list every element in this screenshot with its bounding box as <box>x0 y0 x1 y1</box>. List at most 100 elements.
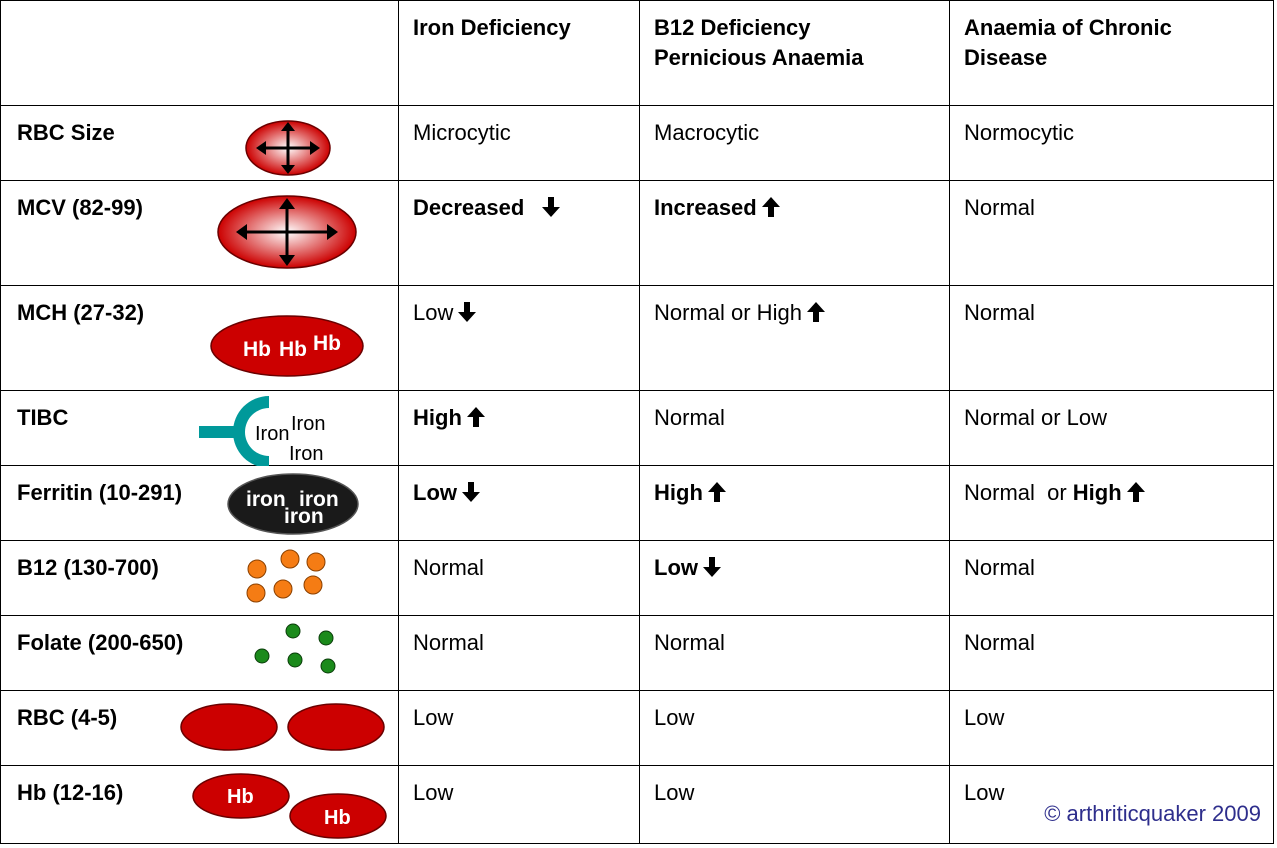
header-corner-cell <box>0 0 399 106</box>
cell-value: Normal or High <box>654 300 802 325</box>
cell-chronic: Normal or Low <box>949 390 1274 466</box>
cell-value: Low <box>964 780 1005 805</box>
cell-value: Normal or Low <box>964 405 1108 430</box>
cell-value: Normal <box>964 300 1035 325</box>
cell-iron: High <box>398 390 640 466</box>
table-row-hb: Hb (12-16) Hb Hb Low Low Low © arthritic… <box>0 765 1274 844</box>
arrow-up-icon <box>761 197 780 217</box>
row-label-cell: Hb (12-16) Hb Hb <box>0 765 399 844</box>
cell-iron: Low <box>398 285 640 391</box>
cell-b12: Normal or High <box>639 285 950 391</box>
cell-value: High <box>654 480 703 505</box>
cell-iron: Normal <box>398 540 640 616</box>
table-row-mch: MCH (27-32) Hb Hb Hb Low Normal or High … <box>0 285 1274 391</box>
cell-value: Low <box>413 780 454 805</box>
cell-value: Normal <box>654 630 725 655</box>
row-label: Hb (12-16) <box>17 780 124 805</box>
cell-value: Low <box>654 705 695 730</box>
arrow-up-icon <box>707 482 726 502</box>
header-b12-deficiency: B12 Deficiency Pernicious Anaemia <box>639 0 950 106</box>
cell-value: Increased <box>654 195 757 220</box>
arrow-up-icon <box>466 407 485 427</box>
cell-chronic: Low <box>949 690 1274 766</box>
cell-value: Low <box>964 705 1005 730</box>
cell-iron: Low <box>398 465 640 541</box>
row-label-cell: Ferritin (10-291) iron iron iron <box>0 465 399 541</box>
iron-label: Iron <box>289 443 323 465</box>
cell-chronic: Low © arthriticquaker 2009 <box>949 765 1274 844</box>
cell-value: Low <box>413 705 454 730</box>
cell-iron: Normal <box>398 615 640 691</box>
iron-label: Iron <box>291 413 325 435</box>
header-iron-deficiency: Iron Deficiency <box>398 0 640 106</box>
hb-label: Hb <box>279 338 307 361</box>
cell-value-emphasis: High <box>1072 480 1122 505</box>
iron-label: Iron <box>255 423 289 445</box>
row-label-cell: MCH (27-32) Hb Hb Hb <box>0 285 399 391</box>
arrow-down-icon <box>703 557 721 577</box>
row-label: Ferritin (10-291) <box>17 480 183 505</box>
row-label: RBC (4-5) <box>17 705 118 730</box>
arrow-down-icon <box>458 302 477 322</box>
arrow-up-icon <box>806 302 825 322</box>
cell-iron: Low <box>398 690 640 766</box>
cell-b12: Low <box>639 690 950 766</box>
hb-label: Hb <box>227 786 254 808</box>
cell-value: Normal or <box>964 480 1073 505</box>
table-row-ferritin: Ferritin (10-291) iron iron iron Low Hig… <box>0 465 1274 541</box>
cell-value: Normal <box>413 555 484 580</box>
arrow-down-icon <box>541 197 560 217</box>
cell-chronic: Normal <box>949 180 1274 286</box>
cell-value: Normal <box>964 555 1035 580</box>
table-row-folate: Folate (200-650) Normal Normal Normal <box>0 615 1274 691</box>
row-label: B12 (130-700) <box>17 555 159 580</box>
iron-label: iron <box>299 488 339 511</box>
cell-b12: Normal <box>639 390 950 466</box>
cell-b12: Increased <box>639 180 950 286</box>
cell-value: Microcytic <box>413 120 511 145</box>
table-row-mcv: MCV (82-99) Decreased Increased Normal <box>0 180 1274 286</box>
haemoglobin-cell-icon: Hb Hb Hb <box>210 315 364 377</box>
iron-label: iron <box>284 505 324 528</box>
table-row-tibc: TIBC Iron Iron Iron High Normal Normal o… <box>0 390 1274 466</box>
cell-value: Low <box>413 480 457 505</box>
cell-value: Low <box>654 555 698 580</box>
transferrin-icon: Iron Iron Iron <box>199 396 325 466</box>
cell-value: Normal <box>654 405 725 430</box>
row-label: Folate (200-650) <box>17 630 184 655</box>
row-label-cell: B12 (130-700) <box>0 540 399 616</box>
hb-label: Hb <box>243 338 271 361</box>
cell-b12: Macrocytic <box>639 105 950 181</box>
column-title: B12 Deficiency Pernicious Anaemia <box>654 15 864 70</box>
iron-label: iron <box>246 488 286 511</box>
cell-b12: High <box>639 465 950 541</box>
cell-value: Normal <box>964 195 1035 220</box>
cell-b12: Normal <box>639 615 950 691</box>
cell-chronic: Normal or High <box>949 465 1274 541</box>
cell-chronic: Normocytic <box>949 105 1274 181</box>
row-label-cell: Folate (200-650) <box>0 615 399 691</box>
row-label-cell: MCV (82-99) <box>0 180 399 286</box>
cell-chronic: Normal <box>949 540 1274 616</box>
table-row-b12: B12 (130-700) Normal Low Normal <box>0 540 1274 616</box>
cell-value: Normal <box>413 630 484 655</box>
row-label-cell: RBC (4-5) <box>0 690 399 766</box>
hb-label: Hb <box>324 807 351 829</box>
cell-iron: Low <box>398 765 640 844</box>
row-label: RBC Size <box>17 120 115 145</box>
header-chronic-disease: Anaemia of Chronic Disease <box>949 0 1274 106</box>
cell-value: High <box>413 405 462 430</box>
cell-value: Decreased <box>413 195 525 220</box>
header-row: Iron Deficiency B12 Deficiency Perniciou… <box>0 0 1274 106</box>
column-title: Anaemia of Chronic Disease <box>964 15 1172 70</box>
row-label: MCV (82-99) <box>17 195 143 220</box>
cell-iron: Decreased <box>398 180 640 286</box>
cell-value: Macrocytic <box>654 120 760 145</box>
cell-chronic: Normal <box>949 615 1274 691</box>
b12-particles-icon <box>246 549 326 603</box>
row-label-cell: TIBC Iron Iron Iron <box>0 390 399 466</box>
large-red-cell-icon <box>217 195 357 269</box>
hb-cells-icon: Hb Hb <box>192 773 387 839</box>
column-title: Iron Deficiency <box>413 15 571 40</box>
